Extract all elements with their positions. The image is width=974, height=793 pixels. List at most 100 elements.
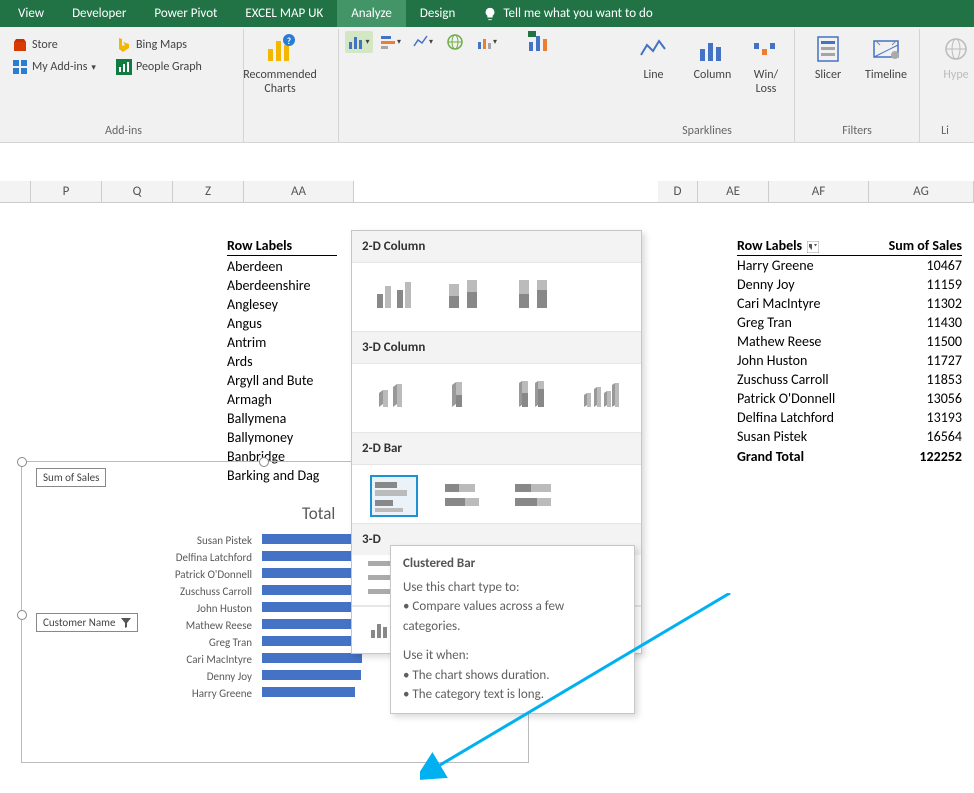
resize-handle[interactable] (17, 610, 27, 620)
pivot-row[interactable]: Angus (227, 314, 337, 333)
pivot-row[interactable]: Anglesey (227, 295, 337, 314)
store-icon (12, 37, 28, 53)
col-header[interactable]: P (31, 181, 102, 202)
tab-analyze[interactable]: Analyze (337, 0, 406, 27)
pivot-row[interactable]: Mathew Reese11500 (737, 332, 962, 351)
pivot-row[interactable]: Aberdeenshire (227, 276, 337, 295)
bar[interactable] (262, 636, 363, 646)
grand-total-value: 122252 (862, 447, 962, 466)
tab-powerpivot[interactable]: Power Pivot (140, 0, 231, 27)
stacked-bar-chip[interactable] (440, 475, 488, 517)
peoplegraph-button[interactable]: People Graph (114, 57, 204, 77)
pivotchart-button[interactable] (525, 31, 553, 53)
pivot-right-h1[interactable]: Row Labels (737, 236, 862, 255)
col-header[interactable]: AA (244, 181, 354, 202)
group-addins-label: Add-ins (10, 124, 237, 140)
bar-label: John Huston (142, 602, 252, 615)
bar[interactable] (262, 687, 355, 697)
bar[interactable] (262, 653, 362, 663)
pivot-row[interactable]: Zuschuss Carroll11853 (737, 370, 962, 389)
bingmaps-button[interactable]: Bing Maps (114, 35, 204, 55)
pivot-row[interactable]: Ballymena (227, 409, 337, 428)
svg-text:?: ? (287, 36, 291, 47)
3d-stacked-chip[interactable] (439, 374, 486, 416)
pivot-row[interactable]: Cari MacIntyre11302 (737, 294, 962, 313)
bar-chart-drop[interactable]: ▾ (377, 31, 405, 53)
col-header[interactable]: AG (869, 181, 974, 202)
chart-field-button[interactable]: Sum of Sales (36, 468, 106, 487)
tab-design[interactable]: Design (406, 0, 469, 27)
menu-section-2d-column: 2-D Column (352, 231, 641, 263)
resize-handle[interactable] (17, 457, 27, 467)
chart-axis-button[interactable]: Customer Name (36, 613, 138, 632)
pivot-right-h2[interactable]: Sum of Sales (862, 236, 962, 255)
chevron-down-icon: ▾ (493, 37, 497, 47)
spark-line-label: Line (643, 68, 663, 82)
pivot-row[interactable]: Ards (227, 352, 337, 371)
bar[interactable] (262, 619, 364, 629)
tell-me-label: Tell me what you want to do (503, 6, 652, 21)
clustered-column-chip[interactable] (370, 273, 418, 315)
pivot-left-header[interactable]: Row Labels (227, 236, 337, 256)
tell-me[interactable]: Tell me what you want to do (469, 0, 666, 27)
tooltip-line: Use it when: (403, 646, 622, 666)
tab-excelmapuk[interactable]: EXCEL MAP UK (231, 0, 337, 27)
recommended-charts-button[interactable]: ? Recommended Charts (250, 31, 310, 99)
slicer-button[interactable]: Slicer (801, 31, 855, 84)
col-header[interactable]: D (658, 181, 698, 202)
100-stacked-bar-chip[interactable] (510, 475, 558, 517)
hyperlink-button[interactable]: Hype (926, 31, 974, 84)
col-header[interactable]: AF (769, 181, 869, 202)
bulb-icon (483, 7, 497, 21)
100-stacked-column-chip[interactable] (510, 273, 558, 315)
clustered-bar-chip[interactable] (370, 475, 418, 517)
sort-icon[interactable] (807, 241, 819, 253)
sparkline-winloss-button[interactable]: Win/ Loss (744, 31, 788, 99)
col-header[interactable]: Z (173, 181, 244, 202)
chart-title[interactable]: Total (302, 503, 335, 524)
addins-button[interactable]: My Add-ins ▾ (10, 57, 98, 77)
pivot-row[interactable]: Harry Greene10467 (737, 256, 962, 275)
pivot-row[interactable]: Denny Joy11159 (737, 275, 962, 294)
bar-label: Mathew Reese (142, 619, 252, 632)
people-label: People Graph (136, 60, 202, 74)
pivot-row[interactable]: Aberdeen (227, 257, 337, 276)
pivot-row[interactable]: Antrim (227, 333, 337, 352)
pivot-row[interactable]: Ballymoney (227, 428, 337, 447)
3d-100-stacked-chip[interactable] (509, 374, 556, 416)
timeline-button[interactable]: Timeline (859, 31, 913, 84)
resize-handle[interactable] (259, 457, 269, 467)
bar-label: Susan Pistek (142, 534, 252, 547)
worksheet[interactable]: Row Labels AberdeenAberdeenshireAnglesey… (0, 203, 974, 763)
map-chart-button[interactable] (441, 31, 469, 53)
pivot-row[interactable]: John Huston11727 (737, 351, 962, 370)
tab-developer[interactable]: Developer (58, 0, 140, 27)
tooltip-line: • Compare values across a few categories… (403, 597, 622, 636)
store-button[interactable]: Store (10, 35, 60, 55)
more-charts-icon (370, 620, 392, 640)
bar-icon (381, 34, 397, 50)
pivot-row[interactable]: Susan Pistek16564 (737, 427, 962, 446)
pivot-row[interactable]: Greg Tran11430 (737, 313, 962, 332)
combo-chart-drop[interactable]: ▾ (473, 31, 501, 53)
chevron-down-icon: ▾ (365, 37, 369, 47)
bar-label: Cari MacIntyre (142, 653, 252, 666)
stacked-column-chip[interactable] (440, 273, 488, 315)
column-chart-drop[interactable]: ▾ (345, 31, 373, 53)
3d-column-chip[interactable] (578, 374, 625, 416)
bar-label: Patrick O'Donnell (142, 568, 252, 581)
chevron-down-icon: ▾ (397, 37, 401, 47)
col-header[interactable]: Q (102, 181, 173, 202)
col-header[interactable]: AE (698, 181, 769, 202)
line-chart-drop[interactable]: ▾ (409, 31, 437, 53)
funnel-icon (121, 618, 131, 628)
sparkline-column-button[interactable]: Column (685, 31, 740, 84)
sparkline-line-button[interactable]: Line (626, 31, 681, 84)
bar[interactable] (262, 670, 361, 680)
pivot-row[interactable]: Argyll and Bute (227, 371, 337, 390)
pivot-row[interactable]: Armagh (227, 390, 337, 409)
pivot-row[interactable]: Patrick O'Donnell13056 (737, 389, 962, 408)
tab-view[interactable]: View (4, 0, 58, 27)
3d-clustered-chip[interactable] (370, 374, 417, 416)
pivot-row[interactable]: Delfina Latchford13193 (737, 408, 962, 427)
